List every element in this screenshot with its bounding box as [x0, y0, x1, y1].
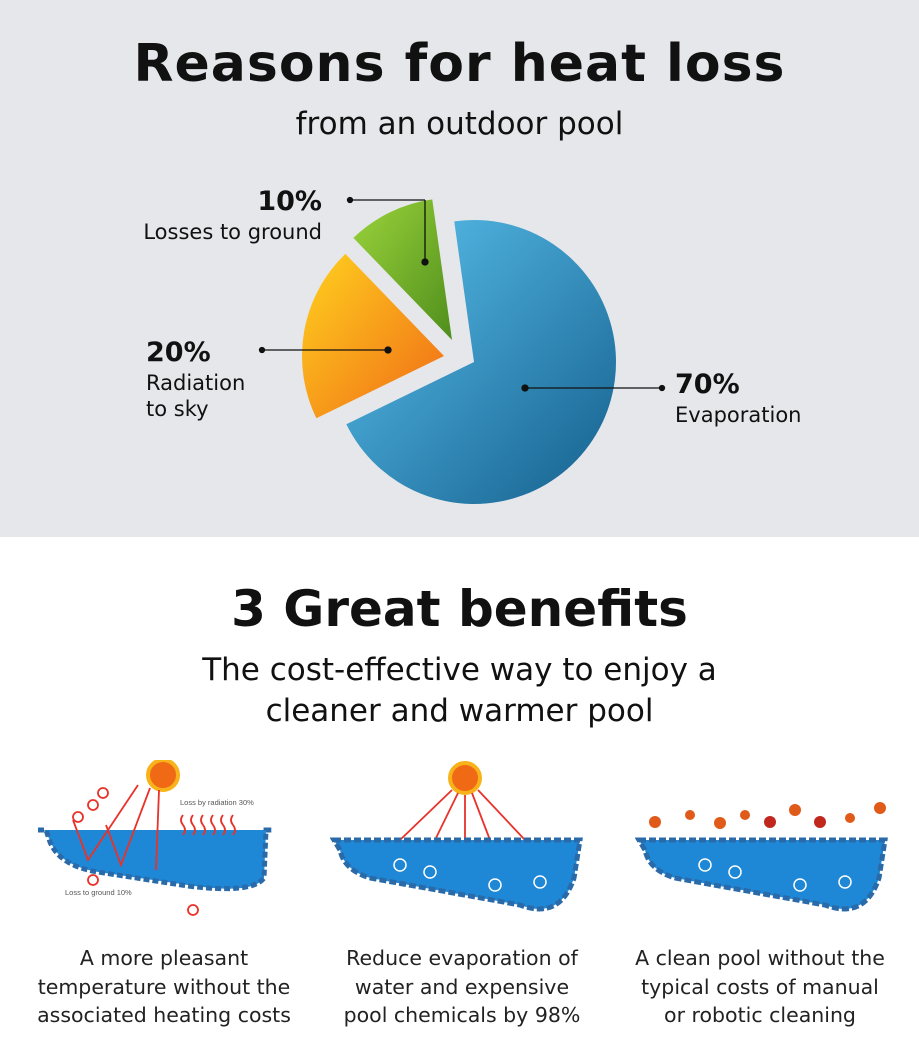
- pct-ground: 10%: [257, 186, 322, 217]
- pie-slice-losses-to-ground: [353, 199, 452, 340]
- pie-slice-evaporation: [346, 220, 616, 504]
- radiation-loss-text: Loss by radiation 30%: [180, 798, 254, 807]
- subtitle-line: The cost-effective way to enjoy a: [202, 652, 717, 688]
- benefits-subtitle: The cost-effective way to enjoy a cleane…: [0, 650, 919, 732]
- leader-dot: [658, 384, 666, 392]
- label-radiation: 20% Radiation to sky: [146, 336, 245, 422]
- subtitle-line: cleaner and warmer pool: [265, 693, 654, 729]
- pool-heat-loss-illustration: Loss by radiation 30% Loss to ground 10%: [38, 760, 274, 916]
- leader-dot: [384, 346, 392, 354]
- leader-dot: [421, 258, 429, 266]
- pie-chart: [258, 196, 666, 504]
- leader-dot: [521, 384, 529, 392]
- benefit-caption-3: A clean pool without the typical costs of…: [635, 946, 885, 1027]
- leader-dot: [258, 346, 266, 354]
- pct-evaporation: 70%: [675, 369, 740, 400]
- pool-water: [635, 837, 888, 912]
- text-evaporation: Evaporation: [675, 403, 802, 427]
- benefit-caption-1: A more pleasant temperature without the as…: [37, 946, 291, 1027]
- text-ground: Losses to ground: [143, 220, 322, 244]
- leaves-icon: [649, 802, 886, 829]
- text-radiation-2: to sky: [146, 397, 209, 421]
- benefits-title: 3 Great benefits: [231, 580, 688, 638]
- pie-slice-radiation-to-sky: [302, 253, 444, 419]
- label-losses-to-ground: 10% Losses to ground: [140, 185, 322, 245]
- label-evaporation: 70% Evaporation: [675, 368, 801, 428]
- page-title: Reasons for heat loss: [133, 34, 786, 94]
- benefit-caption-2: Reduce evaporation of water and expensive…: [343, 946, 581, 1027]
- pool-water: [44, 830, 266, 889]
- page-subtitle: from an outdoor pool: [295, 106, 624, 142]
- leader-dot: [346, 196, 354, 204]
- ground-loss-text: Loss to ground 10%: [65, 888, 132, 897]
- sun-icon: [448, 761, 482, 795]
- pool-clean-illustration: [635, 802, 888, 912]
- pool-evaporation-illustration: [330, 761, 583, 912]
- text-radiation-1: Radiation: [146, 371, 246, 395]
- pool-water: [330, 837, 583, 912]
- pct-radiation: 20%: [146, 337, 211, 368]
- sun-icon: [146, 760, 180, 792]
